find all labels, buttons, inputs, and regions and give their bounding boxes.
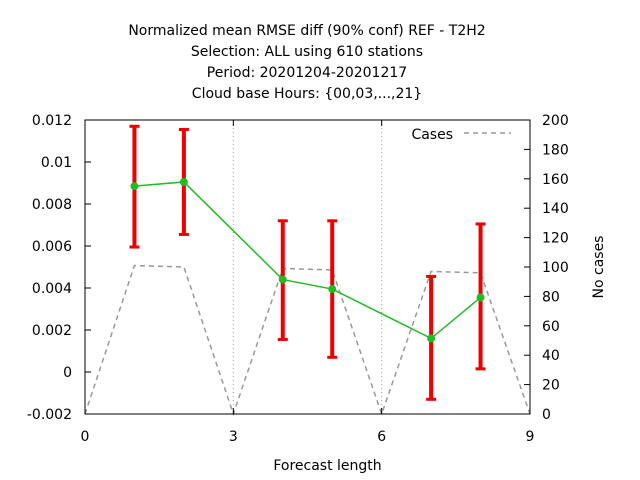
y2-tick-label-3: 60 bbox=[542, 319, 560, 335]
mean-line bbox=[134, 181, 482, 340]
mean-series bbox=[129, 124, 486, 401]
y2-tick-label-10: 200 bbox=[542, 113, 569, 129]
title-line-3: Period: 20201204-20201217 bbox=[207, 65, 407, 81]
y2-tick-label-7: 140 bbox=[542, 201, 569, 217]
y-axis-tick-labels: -0.002 0 0.002 0.004 0.006 0.008 0.01 0.012 bbox=[27, 113, 72, 423]
mean-point-4 bbox=[427, 334, 436, 343]
title-line-1: Normalized mean RMSE diff (90% conf) REF… bbox=[128, 23, 485, 39]
y2-tick-label-2: 40 bbox=[542, 348, 560, 364]
y2-tick-label-6: 120 bbox=[542, 231, 569, 247]
y-tick-label-6: 0.01 bbox=[41, 155, 72, 171]
x-tick-label-1: 3 bbox=[229, 429, 238, 445]
y-tick-label-3: 0.004 bbox=[32, 281, 72, 297]
y2-tick-label-4: 80 bbox=[542, 289, 560, 305]
y2-tick-label-5: 100 bbox=[542, 260, 569, 276]
y-tick-label-2: 0.002 bbox=[32, 323, 72, 339]
x-tick-label-3: 9 bbox=[526, 429, 535, 445]
y2-tick-label-1: 20 bbox=[542, 378, 560, 394]
legend: Cases bbox=[411, 127, 511, 143]
mean-point-0 bbox=[130, 182, 139, 191]
mean-point-1 bbox=[179, 177, 188, 186]
axis-ticks bbox=[84, 119, 531, 415]
mean-point-5 bbox=[476, 293, 485, 302]
y-tick-label-5: 0.008 bbox=[32, 197, 72, 213]
x-tick-label-2: 6 bbox=[377, 429, 386, 445]
cases-series bbox=[84, 264, 531, 417]
grid bbox=[232, 120, 383, 414]
mean-point-3 bbox=[328, 285, 337, 294]
y-tick-label-4: 0.006 bbox=[32, 239, 72, 255]
y-tick-label-7: 0.012 bbox=[32, 113, 72, 129]
chart-title: Normalized mean RMSE diff (90% conf) REF… bbox=[128, 23, 485, 102]
y2-axis-label: No cases bbox=[591, 236, 607, 299]
x-axis-label: Forecast length bbox=[273, 458, 381, 474]
x-tick-label-0: 0 bbox=[81, 429, 90, 445]
y-tick-label-1: 0 bbox=[63, 365, 72, 381]
legend-label-cases: Cases bbox=[411, 127, 453, 143]
title-line-2: Selection: ALL using 610 stations bbox=[191, 44, 423, 60]
title-line-4: Cloud base Hours: {00,03,...,21} bbox=[192, 86, 422, 102]
plot-border bbox=[84, 119, 531, 415]
cases-line bbox=[84, 264, 531, 417]
y2-tick-label-9: 180 bbox=[542, 142, 569, 158]
y2-tick-label-0: 0 bbox=[542, 407, 551, 423]
y2-axis-tick-labels: 0 20 40 60 80 100 120 140 160 180 200 bbox=[542, 113, 569, 423]
y2-tick-label-8: 160 bbox=[542, 172, 569, 188]
x-axis-tick-labels: 0 3 6 9 bbox=[81, 429, 535, 445]
y-tick-label-0: -0.002 bbox=[27, 407, 72, 423]
mean-point-2 bbox=[278, 275, 287, 284]
